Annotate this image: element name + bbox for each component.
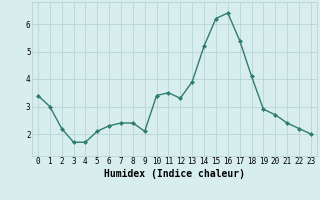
X-axis label: Humidex (Indice chaleur): Humidex (Indice chaleur): [104, 169, 245, 179]
